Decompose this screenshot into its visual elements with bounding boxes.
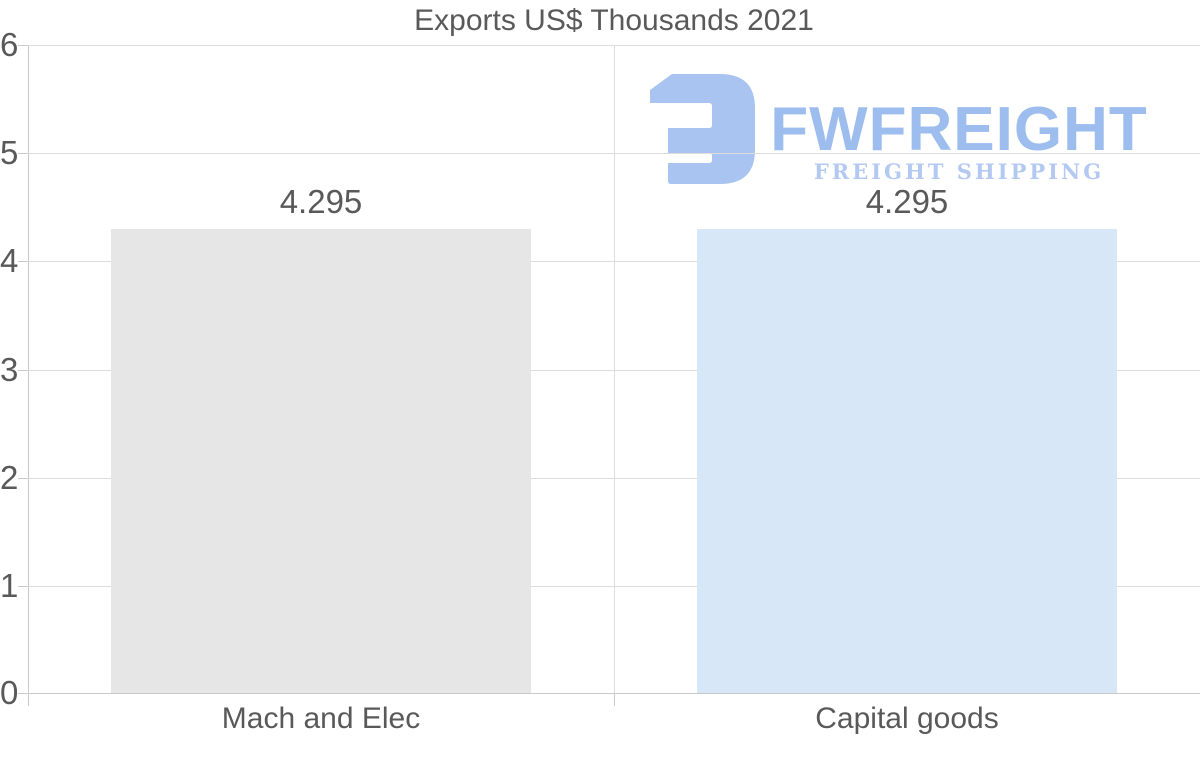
y-axis-tick-4 — [18, 261, 28, 262]
chart-title: Exports US$ Thousands 2021 — [414, 4, 814, 37]
gridline-y-0 — [28, 693, 1200, 694]
y-axis-label-2: 2 — [0, 459, 19, 496]
y-axis-tick-2 — [18, 478, 28, 479]
y-axis-label-1: 1 — [0, 567, 19, 604]
x-axis-labels: Mach and Elec Capital goods — [28, 702, 1200, 742]
y-axis-tick-1 — [18, 586, 28, 587]
y-axis-tick-5 — [18, 153, 28, 154]
logo-brand-name: FWFREIGHT — [770, 95, 1148, 164]
y-axis-label-5: 5 — [0, 134, 19, 171]
bar-value-label: 4.295 — [865, 183, 949, 220]
y-axis-label-0: 0 — [0, 674, 19, 711]
fwfreight-logo: FWFREIGHT FREIGHT SHIPPING — [650, 74, 1176, 186]
bar-mach-and-elec — [111, 229, 531, 694]
y-axis-label-3: 3 — [0, 351, 19, 388]
bar-value-label: 4.295 — [279, 183, 363, 220]
y-axis-tick-6 — [18, 45, 28, 46]
logo-tagline: FREIGHT SHIPPING — [813, 159, 1105, 184]
y-axis-labels: 0 1 2 3 4 5 6 — [0, 0, 20, 763]
y-axis-line — [28, 45, 29, 706]
fwfreight-logo-mark-icon — [650, 74, 755, 184]
category-divider-line — [614, 45, 615, 694]
y-axis-label-6: 6 — [0, 26, 19, 63]
x-axis-label-mach-and-elec: Mach and Elec — [221, 702, 421, 735]
x-axis-tick — [614, 693, 615, 706]
bar-capital-goods — [697, 229, 1117, 694]
x-axis-label-capital-goods: Capital goods — [815, 702, 999, 735]
y-axis-tick-3 — [18, 370, 28, 371]
y-axis-label-4: 4 — [0, 242, 19, 279]
plot-area: FWFREIGHT FREIGHT SHIPPING 4.295 4.295 — [18, 45, 1200, 706]
y-axis-tick-0 — [18, 693, 28, 694]
